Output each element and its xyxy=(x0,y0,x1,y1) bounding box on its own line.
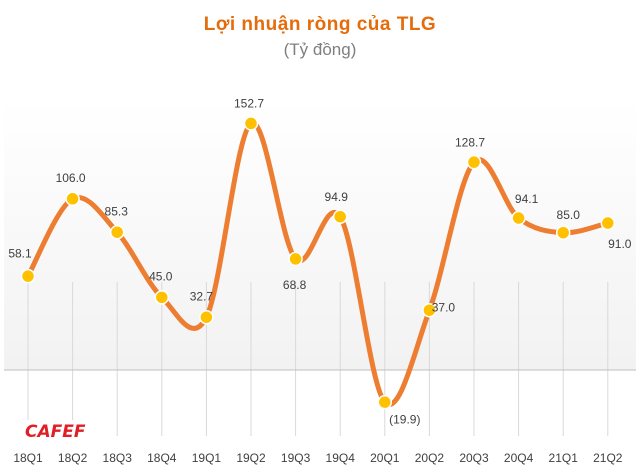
logo-bg xyxy=(6,420,110,440)
data-point-18Q2 xyxy=(65,191,80,207)
data-point-20Q3 xyxy=(466,154,482,170)
chart-subtitle: (Tỷ đồng) xyxy=(283,40,357,59)
data-label: 128.7 xyxy=(455,135,485,149)
x-tick-label: 18Q4 xyxy=(147,451,177,465)
data-point-19Q2 xyxy=(243,116,259,131)
x-tick-label: 21Q1 xyxy=(549,451,579,465)
data-point-20Q1 xyxy=(377,394,393,410)
logo-text: CAFEF xyxy=(25,422,86,442)
x-tick-label: 19Q3 xyxy=(281,451,311,465)
data-label: 106.0 xyxy=(56,171,86,185)
data-label: 32.7 xyxy=(190,289,214,303)
data-label: 85.0 xyxy=(557,208,581,222)
data-point-19Q4 xyxy=(332,209,348,224)
series-line xyxy=(25,120,611,407)
data-label: 152.7 xyxy=(234,97,264,111)
data-label: 45.0 xyxy=(149,269,173,283)
data-label: (19.9) xyxy=(389,412,420,426)
x-tick-label: 20Q2 xyxy=(415,451,445,465)
data-point-19Q3 xyxy=(288,251,303,267)
x-tick-label: 20Q3 xyxy=(459,451,489,465)
data-point-20Q2 xyxy=(422,302,437,318)
chart-title: Lợi nhuận ròng của TLG xyxy=(203,14,437,35)
data-point-20Q4 xyxy=(511,210,526,226)
data-markers xyxy=(20,116,616,410)
data-label: 37.0 xyxy=(432,300,456,314)
x-tick-label: 21Q2 xyxy=(593,451,623,465)
data-point-21Q1 xyxy=(555,225,571,240)
x-tick-label: 19Q1 xyxy=(192,451,222,465)
x-tick-label: 18Q1 xyxy=(13,451,43,465)
data-label: 91.0 xyxy=(608,237,632,251)
data-point-18Q3 xyxy=(109,224,125,240)
x-tick-label: 19Q2 xyxy=(236,451,266,465)
x-tick-label: 18Q2 xyxy=(58,451,88,465)
data-label: 85.3 xyxy=(105,204,129,218)
data-label: 68.8 xyxy=(283,278,307,292)
data-label: 94.9 xyxy=(325,190,349,204)
data-point-18Q4 xyxy=(154,290,170,305)
x-tick-label: 18Q3 xyxy=(103,451,133,465)
x-tick-label: 19Q4 xyxy=(326,451,356,465)
data-labels: 58.1 106.0 85.3 45.0 32.7 152.7 68.8 94.9 (19.9)… xyxy=(8,97,631,427)
x-tick-label: 20Q1 xyxy=(370,451,400,465)
data-label: 58.1 xyxy=(8,246,32,260)
x-tick-label: 20Q4 xyxy=(504,451,534,465)
x-axis-labels: 18Q1 18Q2 18Q3 18Q4 19Q1 19Q2 19Q3 19Q4 20Q1 20Q2… xyxy=(13,451,622,465)
data-point-21Q2 xyxy=(600,215,616,231)
data-point-19Q1 xyxy=(199,309,214,325)
gridlines xyxy=(27,282,609,436)
data-label: 94.1 xyxy=(515,192,539,206)
cafef-logo: CAFEF xyxy=(6,420,110,442)
data-point-18Q1 xyxy=(20,268,36,284)
